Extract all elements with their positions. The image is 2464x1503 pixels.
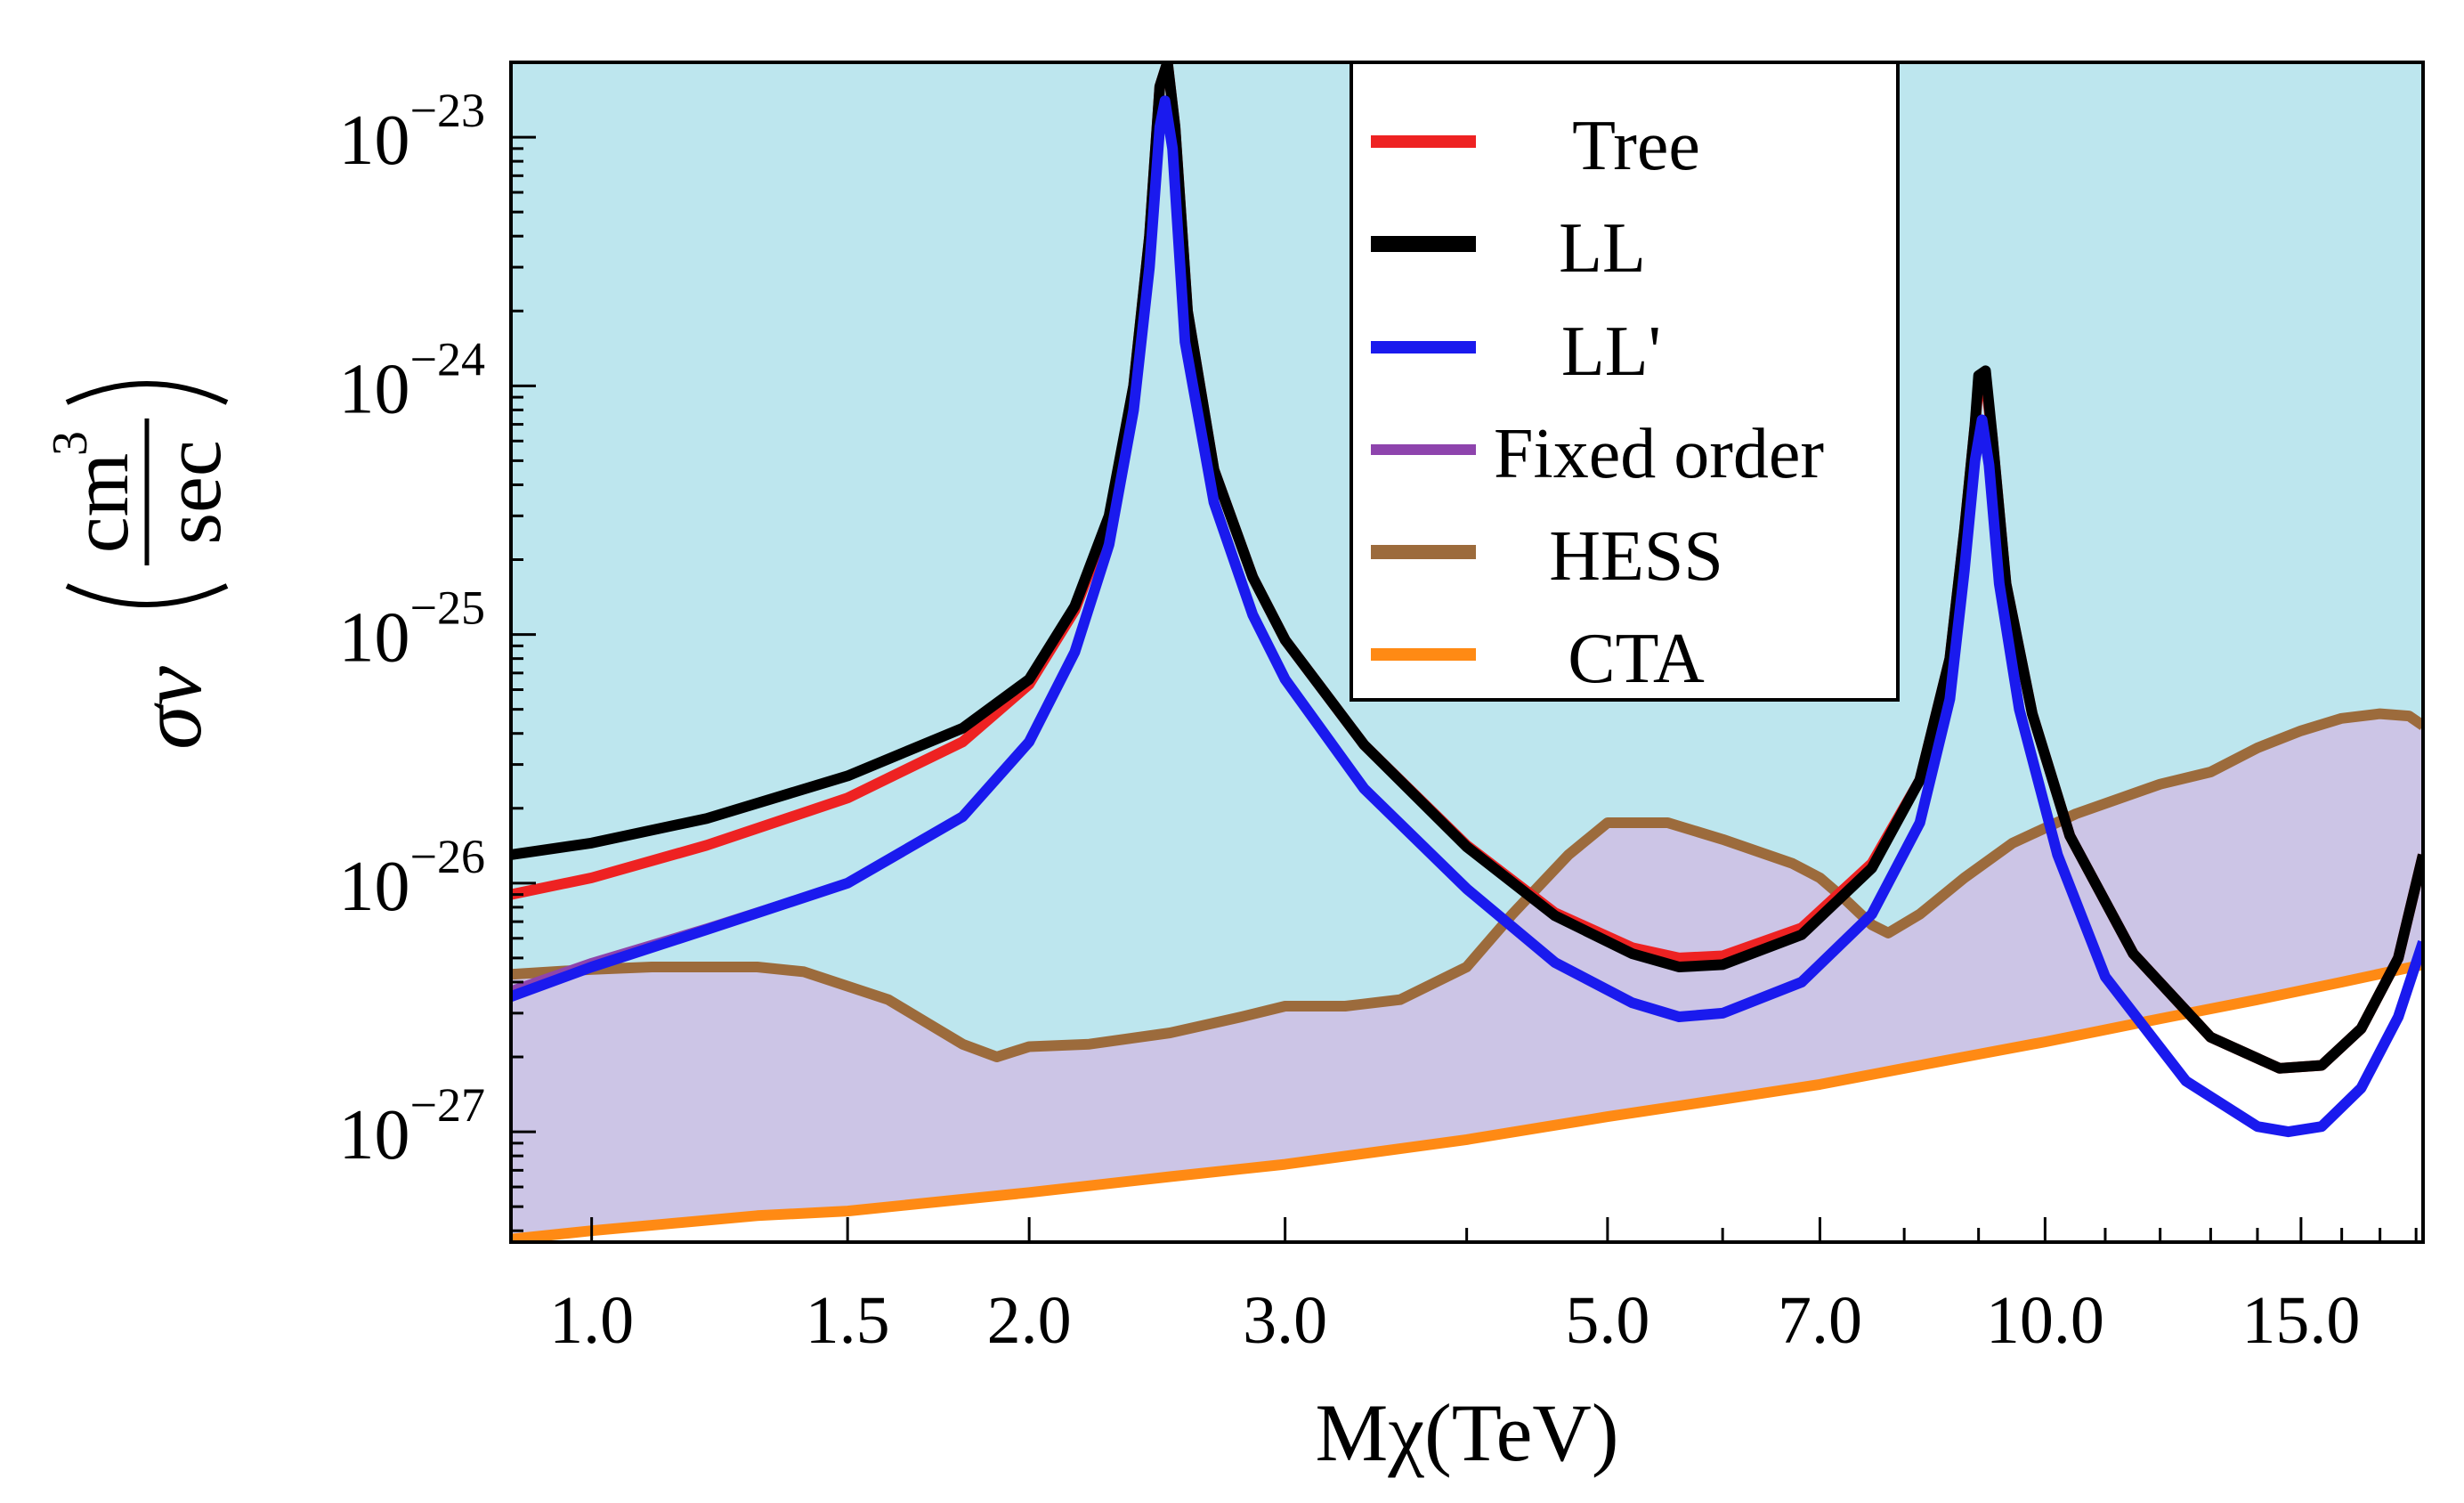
legend-label-hess: HESS (1549, 517, 1723, 596)
y-axis-label: σv cm 3 sec (43, 381, 238, 750)
y-axis-label-numerator-exponent: 3 (43, 431, 98, 456)
x-axis-label: Mχ(TeV) (1316, 1387, 1619, 1478)
series-layer (511, 62, 2423, 1242)
x-tick-label: 3.0 (1243, 1283, 1327, 1358)
legend-box (1350, 61, 1900, 702)
y-tick-label: 10−26 (339, 830, 485, 926)
legend: Tree LL LL' Fixed order HESS CTA (1350, 61, 1900, 702)
series-line-cta (511, 959, 2423, 1242)
series-line-hess (511, 708, 2423, 1062)
legend-label-tree: Tree (1572, 107, 1700, 185)
series-line-ll (511, 62, 2423, 1074)
x-tick-label: 5.0 (1565, 1283, 1649, 1358)
y-tick-label: 10−23 (339, 84, 485, 180)
x-tick-label: 7.0 (1778, 1283, 1862, 1358)
x-tick-label: 15.0 (2241, 1283, 2360, 1358)
x-tick-label: 10.0 (1986, 1283, 2104, 1358)
x-tick-label: 2.0 (987, 1283, 1072, 1358)
y-axis-label-left-paren (65, 583, 229, 607)
projected-region (511, 713, 2423, 1239)
legend-label-ll: LL' (1561, 313, 1661, 391)
x-tick-label: 1.0 (549, 1283, 634, 1358)
axes-layer: 1.0 1.5 2.0 3.0 5.0 7.0 10.0 15.0 10−27 10−26 10−2… (339, 61, 2418, 1358)
legend-label-cta: CTA (1568, 620, 1705, 698)
y-axis-label-denominator: sec (147, 440, 238, 544)
legend-items: Tree LL LL' Fixed order HESS CTA (1371, 107, 1824, 698)
series-line-ll (511, 95, 2423, 1138)
y-axis-label-numerator: cm (54, 453, 145, 553)
y-axis-label-right-paren (65, 381, 229, 405)
x-tick-label: 1.5 (806, 1283, 890, 1358)
legend-label-ll: LL (1559, 209, 1646, 288)
y-tick-label: 10−24 (339, 332, 485, 428)
legend-label-fixed-order: Fixed order (1494, 415, 1824, 493)
y-tick-label: 10−27 (339, 1078, 485, 1174)
y-axis-label-prefix: σv (121, 666, 220, 750)
y-tick-label: 10−25 (339, 581, 485, 678)
